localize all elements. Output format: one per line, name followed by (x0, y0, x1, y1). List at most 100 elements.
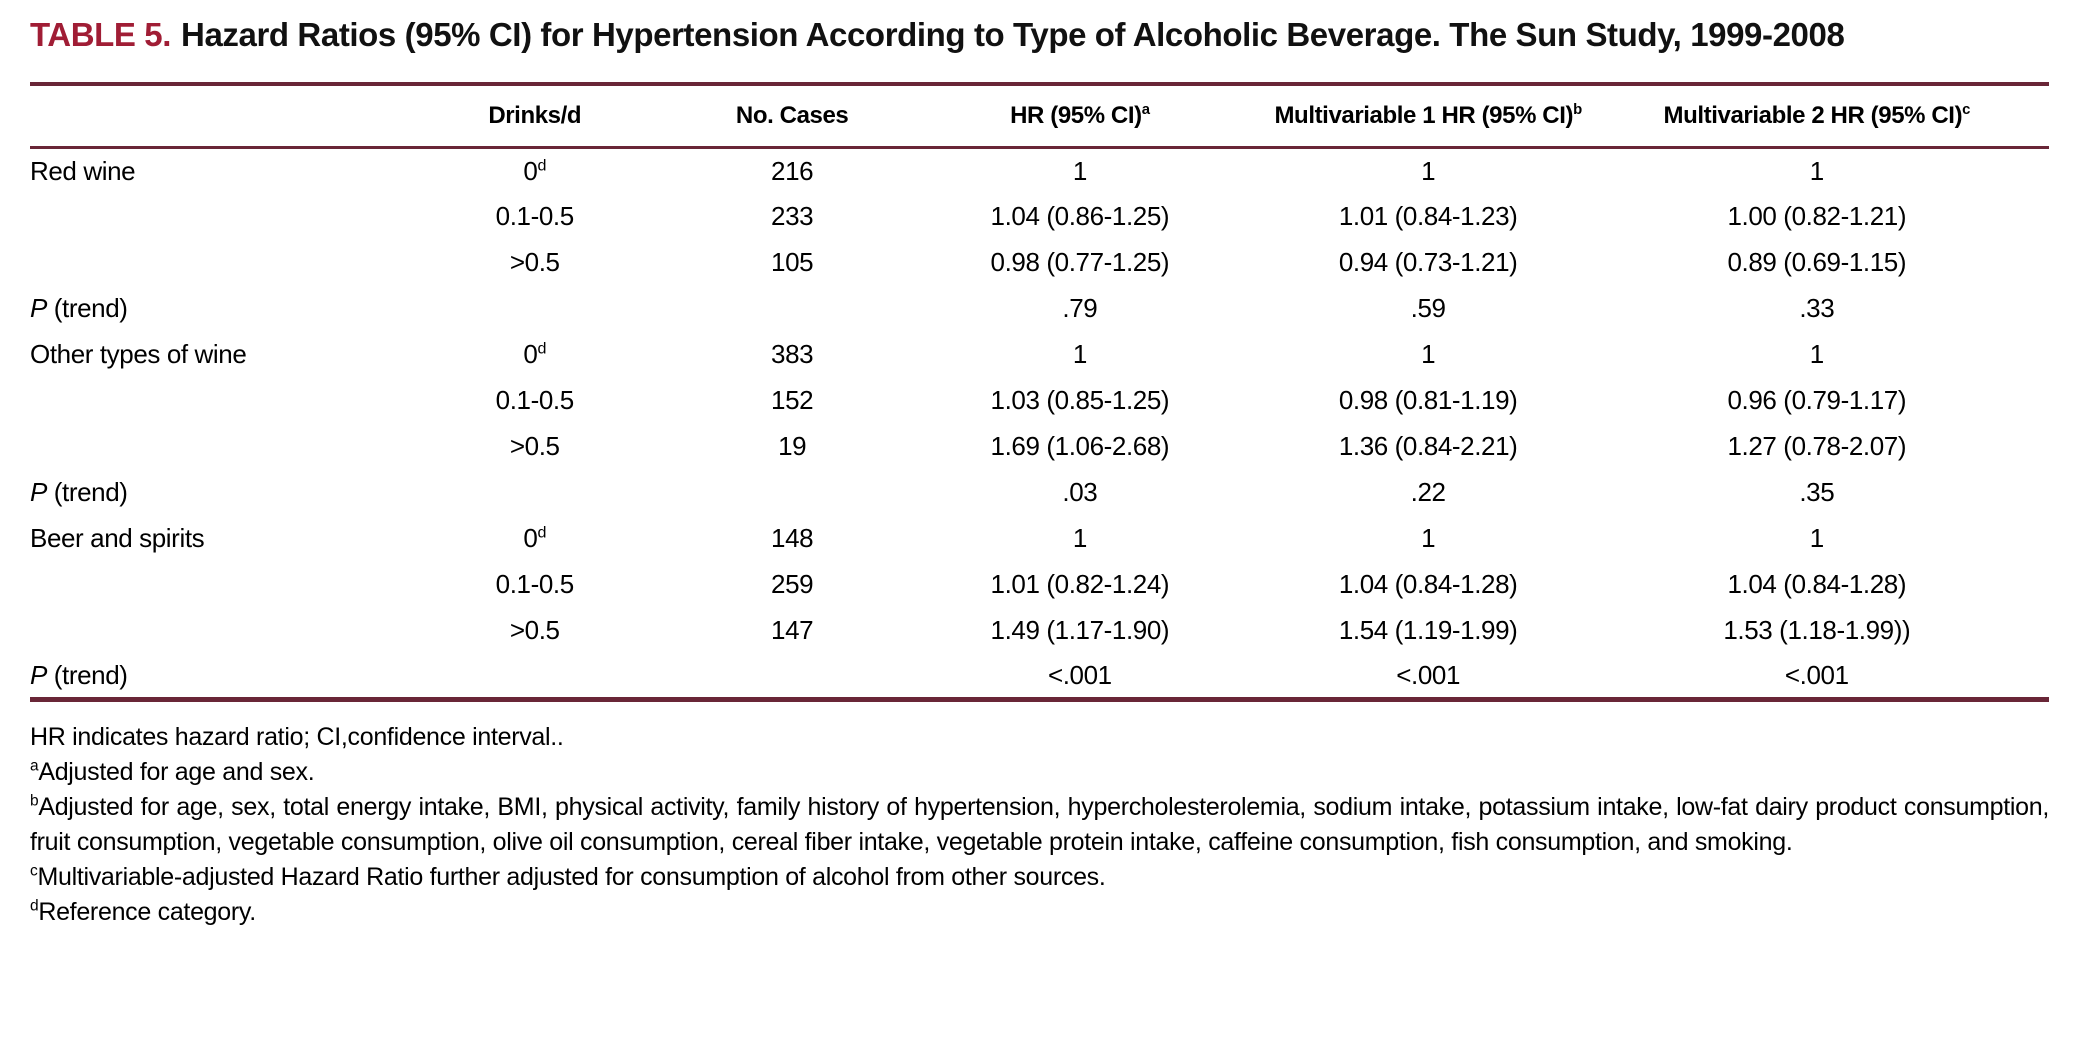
cell-hr: 1.01 (0.82-1.24) (990, 569, 1170, 600)
cell-multivariable-2: 0.96 (0.79-1.17) (1727, 385, 1907, 416)
footnote-marker-a: a (1141, 101, 1150, 118)
cell-hr: .03 (1062, 477, 1098, 508)
cell-multivariable-2: <.001 (1784, 659, 1849, 690)
cell-multivariable-2: 1 (1809, 339, 1824, 370)
cell-multivariable-2: .35 (1799, 477, 1835, 508)
footnote-c: cMultivariable-adjusted Hazard Ratio fur… (30, 862, 1106, 892)
cell-multivariable-1: <.001 (1396, 659, 1461, 690)
cell-multivariable-1: 0.98 (0.81-1.19) (1338, 385, 1518, 416)
footnote-marker-d: d (537, 523, 547, 542)
cell-cases (696, 470, 888, 516)
cell-hr: 1.49 (1.17-1.90) (990, 615, 1170, 646)
header-multivariable-1: Multivariable 1 HR (95% CI)b (1271, 83, 1585, 150)
cell-drinks: 0.1-0.5 (495, 201, 575, 232)
table-row: P (trend) .03 .22 .35 (30, 470, 2049, 516)
footnote-d: dReference category. (30, 897, 256, 927)
cell-cases: 19 (778, 431, 807, 462)
header-cases: No. Cases (696, 83, 889, 150)
row-label: Red wine (30, 155, 136, 186)
cell-multivariable-2: 1 (1809, 523, 1824, 554)
cell-multivariable-1: 1.54 (1.19-1.99) (1338, 615, 1518, 646)
cell-drinks: 0d (523, 155, 547, 186)
cell-hr: .79 (1062, 293, 1098, 324)
table-row: 0.1-0.5 233 1.04 (0.86-1.25) 1.01 (0.84-… (30, 194, 2049, 240)
row-label: P (trend) (30, 293, 128, 324)
cell-hr: <.001 (1047, 659, 1112, 690)
cell-multivariable-2: 1 (1809, 155, 1824, 186)
cell-cases: 105 (771, 247, 814, 278)
cell-cases: 233 (771, 201, 814, 232)
cell-hr: 0.98 (0.77-1.25) (990, 247, 1170, 278)
cell-drinks (373, 470, 696, 516)
cell-multivariable-1: 1 (1421, 523, 1436, 554)
table-title: TABLE 5. Hazard Ratios (95% CI) for Hyper… (30, 12, 1980, 58)
cell-drinks (373, 654, 696, 700)
row-label (30, 378, 373, 424)
cell-cases: 148 (771, 523, 814, 554)
footnote-abbreviations: HR indicates hazard ratio; CI,confidence… (30, 723, 564, 752)
footnote-marker-b: b (1573, 101, 1582, 118)
footnote-marker-c: c (1962, 101, 1971, 118)
cell-drinks: 0.1-0.5 (495, 569, 575, 600)
cell-drinks: >0.5 (509, 431, 560, 462)
cell-cases: 152 (771, 385, 814, 416)
row-label: Beer and spirits (30, 523, 205, 554)
cell-hr: 1 (1072, 339, 1087, 370)
cell-cases (696, 654, 888, 700)
table-number: TABLE 5. (30, 16, 172, 53)
cell-drinks: 0d (523, 339, 547, 370)
cell-cases: 259 (771, 569, 814, 600)
row-label (30, 608, 373, 654)
footnotes: HR indicates hazard ratio; CI,confidence… (30, 720, 2049, 930)
cell-multivariable-1: 1 (1421, 339, 1436, 370)
row-label: P (trend) (30, 659, 128, 690)
table-row: P (trend) .79 .59 .33 (30, 286, 2049, 332)
cell-multivariable-2: .33 (1799, 293, 1835, 324)
footnote-b: bAdjusted for age, sex, total energy int… (30, 792, 2049, 857)
row-label: Other types of wine (30, 339, 247, 370)
cell-hr: 1 (1072, 523, 1087, 554)
table-row: >0.5 19 1.69 (1.06-2.68) 1.36 (0.84-2.21… (30, 424, 2049, 470)
cell-multivariable-1: 0.94 (0.73-1.21) (1338, 247, 1518, 278)
cell-drinks (373, 286, 696, 332)
paper-table-page: TABLE 5. Hazard Ratios (95% CI) for Hyper… (30, 12, 2049, 930)
cell-cases: 147 (771, 615, 814, 646)
table-caption: Hazard Ratios (95% CI) for Hypertension … (181, 16, 1845, 53)
row-label (30, 424, 373, 470)
cell-drinks: 0.1-0.5 (495, 385, 575, 416)
footnote-a: aAdjusted for age and sex. (30, 757, 315, 787)
table-row: P (trend) <.001 <.001 <.001 (30, 654, 2049, 700)
cell-multivariable-1: 1.04 (0.84-1.28) (1338, 569, 1518, 600)
cell-cases: 216 (771, 155, 814, 186)
cell-multivariable-1: 1 (1421, 155, 1436, 186)
row-label (30, 240, 373, 286)
cell-hr: 1.69 (1.06-2.68) (990, 431, 1170, 462)
cell-multivariable-1: 1.01 (0.84-1.23) (1338, 201, 1518, 232)
header-multivariable-2: Multivariable 2 HR (95% CI)c (1584, 83, 2049, 150)
hazard-ratio-table: Drinks/d No. Cases HR (95% CI)a Multivar… (30, 81, 2049, 703)
row-label: P (trend) (30, 477, 128, 508)
table-row: Beer and spirits 0d 148 1 1 1 (30, 516, 2049, 562)
cell-drinks: 0d (523, 523, 547, 554)
header-empty (30, 83, 374, 150)
header-hr: HR (95% CI)a (888, 83, 1272, 150)
footnote-marker-d: d (537, 339, 547, 358)
header-row: Drinks/d No. Cases HR (95% CI)a Multivar… (30, 83, 2049, 150)
cell-multivariable-1: .59 (1410, 293, 1446, 324)
table-row: 0.1-0.5 259 1.01 (0.82-1.24) 1.04 (0.84-… (30, 562, 2049, 608)
row-label (30, 562, 373, 608)
cell-hr: 1.04 (0.86-1.25) (990, 201, 1170, 232)
cell-multivariable-1: 1.36 (0.84-2.21) (1338, 431, 1518, 462)
cell-drinks: >0.5 (509, 247, 560, 278)
table-row: Red wine 0d 216 1 1 1 (30, 148, 2049, 194)
cell-cases: 383 (771, 339, 814, 370)
row-label (30, 194, 373, 240)
cell-multivariable-2: 1.00 (0.82-1.21) (1727, 201, 1907, 232)
cell-cases (696, 286, 888, 332)
table-row: 0.1-0.5 152 1.03 (0.85-1.25) 0.98 (0.81-… (30, 378, 2049, 424)
cell-hr: 1.03 (0.85-1.25) (990, 385, 1170, 416)
cell-hr: 1 (1072, 155, 1087, 186)
table-row: Other types of wine 0d 383 1 1 1 (30, 332, 2049, 378)
cell-multivariable-2: 1.53 (1.18-1.99)) (1723, 615, 1911, 646)
table-row: >0.5 147 1.49 (1.17-1.90) 1.54 (1.19-1.9… (30, 608, 2049, 654)
